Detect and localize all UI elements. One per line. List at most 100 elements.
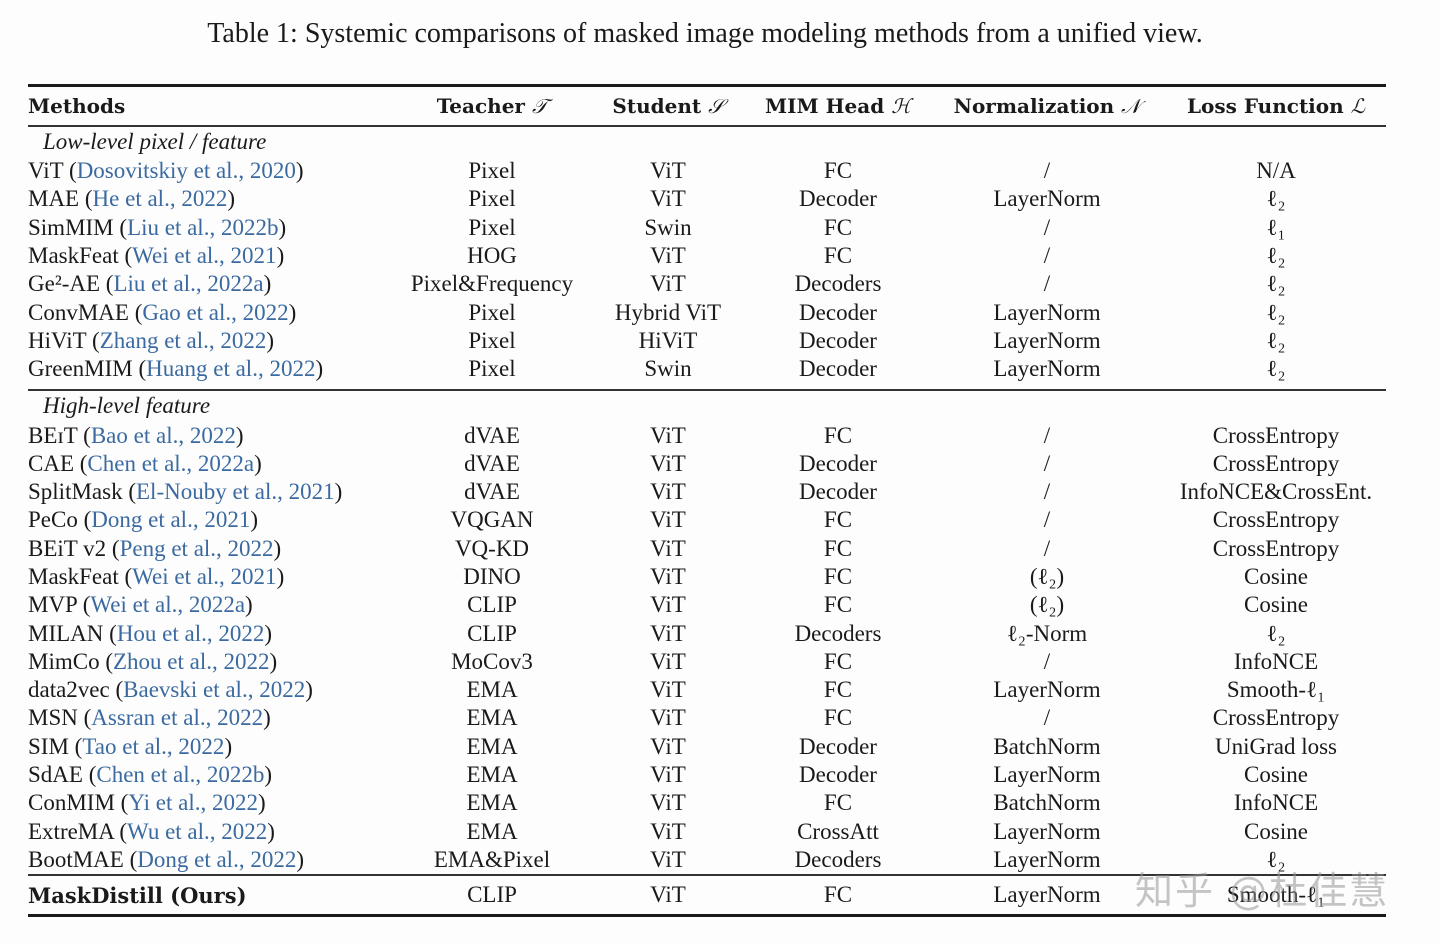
student-cell: ViT: [650, 507, 686, 533]
method-name: ConvMAE: [28, 299, 129, 325]
loss-cell: ℓ₂: [1266, 327, 1286, 353]
norm-cell: /: [1043, 271, 1051, 297]
method-cell: ViT (Dosovitskiy et al., 2020): [28, 158, 304, 184]
loss-cell: Cosine: [1244, 762, 1308, 788]
norm-cell: /: [1043, 507, 1051, 533]
citation-link[interactable]: Assran et al., 2022: [91, 705, 264, 731]
table-row: data2vec (Baevski et al., 2022) EMA ViT FC L…: [28, 676, 1386, 704]
citation-link[interactable]: Wei et al., 2021: [132, 243, 277, 269]
citation-link[interactable]: Gao et al., 2022: [142, 299, 289, 325]
norm-cell: /: [1043, 422, 1051, 448]
citation-link[interactable]: Chen et al., 2022b: [96, 762, 265, 788]
student-cell: ViT: [650, 243, 686, 269]
citation-link[interactable]: Huang et al., 2022: [146, 356, 316, 382]
table-row: ViT (Dosovitskiy et al., 2020) Pixel ViT FC…: [28, 157, 1386, 185]
method-cell: HiViT (Zhang et al., 2022): [28, 327, 275, 353]
citation-link[interactable]: Zhou et al., 2022: [113, 648, 270, 674]
teacher-cell: EMA: [466, 677, 518, 703]
citation-link[interactable]: Tao et al., 2022: [82, 733, 225, 759]
table-row: BootMAE (Dong et al., 2022) EMA&Pixel ViT D…: [28, 846, 1386, 874]
teacher-cell: VQGAN: [450, 507, 534, 533]
method-cell: PeCo (Dong et al., 2021): [28, 507, 258, 533]
table-row: ConMIM (Yi et al., 2022) EMA ViT FC BatchNor…: [28, 789, 1386, 817]
header-student: Student 𝒮: [612, 94, 724, 118]
citation-link[interactable]: Dong et al., 2021: [91, 507, 251, 533]
student-cell: ViT: [650, 882, 686, 908]
loss-cell: CrossEntropy: [1212, 422, 1340, 448]
head-cell: Decoders: [794, 271, 882, 297]
teacher-cell: Pixel: [468, 214, 516, 240]
header-row: Methods Teacher 𝒯 Student 𝒮 MIM Head ℋ N…: [28, 87, 1386, 125]
norm-cell: LayerNorm: [993, 818, 1101, 844]
loss-cell: UniGrad loss: [1214, 733, 1338, 759]
teacher-cell: Pixel&Frequency: [410, 271, 574, 297]
method-name: SdAE: [28, 762, 83, 788]
header-normalization: Normalization 𝒩: [953, 94, 1141, 118]
method-name: CAE: [28, 450, 74, 476]
student-cell: ViT: [650, 620, 686, 646]
method-name: SimMIM: [28, 214, 114, 240]
method-cell: MAE (He et al., 2022): [28, 186, 235, 212]
head-cell: Decoder: [799, 356, 877, 382]
method-cell: MaskFeat (Wei et al., 2021): [28, 243, 285, 269]
loss-cell: Smooth-ℓ₁: [1226, 882, 1326, 908]
citation-link[interactable]: Wei et al., 2021: [132, 564, 277, 589]
table-row: ConvMAE (Gao et al., 2022) Pixel Hybrid Vi…: [28, 298, 1386, 326]
table-row: GreenMIM (Huang et al., 2022) Pixel Swin De…: [28, 355, 1386, 383]
citation-link[interactable]: Yi et al., 2022: [128, 790, 259, 816]
method-name: MaskFeat: [28, 564, 119, 589]
teacher-cell: HOG: [467, 243, 517, 269]
citation-link[interactable]: Bao et al., 2022: [90, 422, 236, 448]
teacher-cell: EMA: [466, 762, 518, 788]
table-row: SplitMask (El-Nouby et al., 2021) dVAE ViT…: [28, 478, 1386, 506]
head-cell: Decoder: [799, 479, 877, 505]
norm-cell: LayerNorm: [993, 677, 1101, 703]
norm-cell: /: [1043, 648, 1051, 674]
norm-cell: /: [1043, 450, 1051, 476]
norm-cell: LayerNorm: [993, 882, 1101, 908]
head-cell: Decoder: [799, 733, 877, 759]
method-name: data2vec: [28, 677, 110, 703]
student-cell: HiViT: [638, 327, 698, 353]
citation-link[interactable]: Dong et al., 2022: [137, 846, 297, 872]
citation-link[interactable]: Hou et al., 2022: [116, 620, 265, 646]
student-cell: ViT: [650, 733, 686, 759]
loss-cell: CrossEntropy: [1212, 507, 1340, 533]
norm-cell: /: [1043, 705, 1051, 731]
head-cell: FC: [823, 677, 853, 703]
citation-link[interactable]: Dosovitskiy et al., 2020: [76, 158, 296, 184]
head-cell: FC: [823, 158, 853, 184]
citation-link[interactable]: Peng et al., 2022: [119, 535, 274, 561]
method-cell: ExtreMA (Wu et al., 2022): [28, 818, 275, 844]
student-cell: ViT: [650, 422, 686, 448]
student-cell: ViT: [650, 479, 686, 505]
norm-cell: LayerNorm: [993, 186, 1101, 212]
method-name: MaskDistill (Ours): [28, 882, 247, 908]
header-mim-head: MIM Head ℋ: [765, 94, 911, 118]
loss-cell: CrossEntropy: [1212, 450, 1340, 476]
method-name: ExtreMA: [28, 818, 114, 844]
table-row: BEɪT (Bao et al., 2022) dVAE ViT FC / CrossEn…: [28, 421, 1386, 449]
head-cell: Decoder: [799, 450, 877, 476]
citation-link[interactable]: Liu et al., 2022b: [127, 214, 279, 240]
citation-link[interactable]: He et al., 2022: [92, 186, 228, 212]
head-cell: Decoder: [799, 186, 877, 212]
citation-link[interactable]: Wu et al., 2022: [127, 818, 268, 844]
citation-link[interactable]: Zhang et al., 2022: [99, 327, 267, 353]
head-cell: FC: [823, 790, 853, 816]
teacher-cell: Pixel: [468, 186, 516, 212]
loss-cell: ℓ₂: [1266, 846, 1286, 872]
method-name: MAE: [28, 186, 80, 212]
loss-cell: ℓ₂: [1266, 271, 1286, 297]
method-cell: CAE (Chen et al., 2022a): [28, 450, 262, 476]
loss-cell: InfoNCE&CrossEnt.: [1179, 479, 1373, 505]
loss-cell: ℓ₂: [1266, 620, 1286, 646]
table-row: BEiT v2 (Peng et al., 2022) VQ-KD ViT FC / Cr…: [28, 535, 1386, 563]
citation-link[interactable]: Liu et al., 2022a: [113, 271, 264, 297]
citation-link[interactable]: El-Nouby et al., 2021: [136, 479, 335, 505]
citation-link[interactable]: Wei et al., 2022a: [90, 592, 246, 618]
teacher-cell: CLIP: [467, 592, 517, 618]
citation-link[interactable]: Chen et al., 2022a: [87, 450, 255, 476]
citation-link[interactable]: Baevski et al., 2022: [123, 677, 306, 703]
head-cell: FC: [823, 882, 853, 908]
